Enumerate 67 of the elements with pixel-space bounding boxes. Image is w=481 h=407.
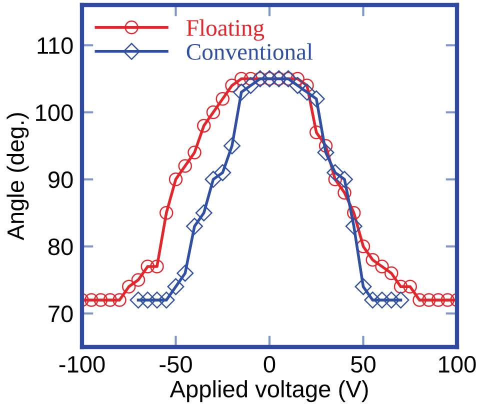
y-tick-label: 70 bbox=[48, 306, 73, 322]
point bbox=[178, 159, 192, 173]
point bbox=[289, 76, 306, 94]
point bbox=[440, 293, 454, 307]
point bbox=[150, 260, 164, 274]
point bbox=[242, 76, 260, 94]
point bbox=[122, 280, 136, 294]
point bbox=[84, 293, 98, 307]
point bbox=[216, 92, 230, 106]
point bbox=[214, 164, 232, 182]
point bbox=[374, 292, 390, 309]
point bbox=[158, 292, 175, 309]
point bbox=[345, 218, 362, 235]
point bbox=[167, 278, 184, 296]
point bbox=[130, 292, 147, 309]
y-tick-label: 110 bbox=[38, 37, 73, 54]
y-tick-label: 90 bbox=[48, 171, 73, 188]
point bbox=[234, 72, 248, 86]
point bbox=[188, 146, 202, 160]
point bbox=[160, 206, 174, 220]
point bbox=[308, 90, 325, 108]
x-tick-label: 0 bbox=[264, 356, 276, 373]
point bbox=[392, 292, 410, 309]
x-tick-label: 50 bbox=[351, 356, 376, 373]
point bbox=[382, 292, 400, 309]
point bbox=[326, 164, 344, 182]
point bbox=[186, 218, 203, 235]
point bbox=[366, 252, 380, 267]
point bbox=[347, 206, 361, 220]
point bbox=[317, 144, 334, 162]
point bbox=[140, 260, 154, 274]
y-axis-title: Angle (deg.) bbox=[6, 113, 29, 240]
legend-label: Conventional bbox=[186, 43, 313, 60]
point bbox=[384, 266, 398, 280]
point bbox=[364, 292, 382, 309]
point bbox=[298, 84, 316, 101]
point bbox=[168, 172, 183, 186]
point bbox=[422, 293, 436, 307]
x-axis-title: Applied voltage (V) bbox=[170, 380, 368, 402]
point bbox=[103, 293, 117, 307]
y-tick-label: 80 bbox=[48, 238, 73, 256]
point bbox=[375, 260, 389, 274]
point bbox=[354, 278, 372, 296]
point bbox=[232, 84, 250, 101]
point bbox=[148, 292, 166, 309]
point bbox=[412, 293, 426, 307]
point bbox=[206, 105, 220, 120]
point bbox=[394, 280, 408, 294]
point bbox=[131, 273, 146, 287]
point bbox=[139, 292, 156, 309]
x-tick-label: 100 bbox=[439, 356, 476, 373]
point bbox=[94, 293, 108, 307]
point bbox=[197, 118, 211, 133]
x-tick-label: -50 bbox=[160, 356, 192, 373]
legend-label: Floating bbox=[186, 19, 264, 41]
point bbox=[176, 264, 194, 282]
point bbox=[338, 186, 352, 200]
y-tick-label: 100 bbox=[36, 104, 73, 122]
point bbox=[403, 280, 417, 294]
point bbox=[431, 293, 446, 307]
point bbox=[195, 204, 212, 222]
point bbox=[204, 170, 222, 188]
point bbox=[336, 170, 353, 188]
point bbox=[224, 137, 240, 154]
point bbox=[112, 293, 126, 307]
point bbox=[225, 78, 239, 92]
x-tick-label: -100 bbox=[59, 356, 105, 373]
